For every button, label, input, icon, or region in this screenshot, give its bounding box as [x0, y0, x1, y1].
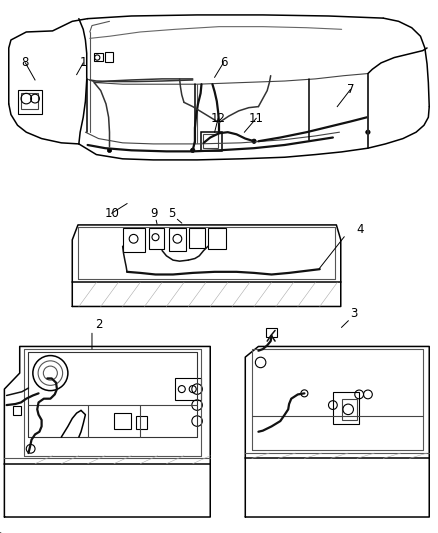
Bar [266, 328, 277, 337]
Bar [333, 392, 359, 424]
Circle shape [252, 139, 256, 143]
Circle shape [107, 148, 112, 152]
Bar [169, 228, 186, 251]
Bar [342, 399, 357, 420]
Text: 2: 2 [95, 318, 103, 330]
Bar [18, 90, 42, 114]
Text: 8: 8 [22, 56, 29, 69]
Text: 6: 6 [219, 56, 227, 69]
Text: 5: 5 [168, 207, 175, 220]
Bar [203, 134, 218, 148]
Bar [13, 406, 21, 415]
Text: 3: 3 [350, 307, 357, 320]
Bar [208, 228, 226, 249]
Text: 11: 11 [249, 112, 264, 125]
Text: 4: 4 [356, 223, 364, 236]
Bar [136, 416, 147, 429]
Bar [175, 378, 201, 400]
Bar [105, 52, 113, 62]
Circle shape [191, 148, 195, 152]
Bar [94, 53, 103, 61]
Bar [189, 228, 205, 248]
Text: 9: 9 [150, 207, 158, 220]
Text: 1: 1 [79, 56, 87, 69]
Bar [123, 228, 145, 252]
Text: 7: 7 [346, 83, 354, 96]
Bar [114, 413, 131, 429]
Bar [201, 132, 222, 151]
Circle shape [366, 130, 370, 134]
Bar [149, 228, 164, 249]
Text: 12: 12 [211, 112, 226, 125]
Bar [21, 93, 38, 109]
Text: 10: 10 [104, 207, 119, 220]
